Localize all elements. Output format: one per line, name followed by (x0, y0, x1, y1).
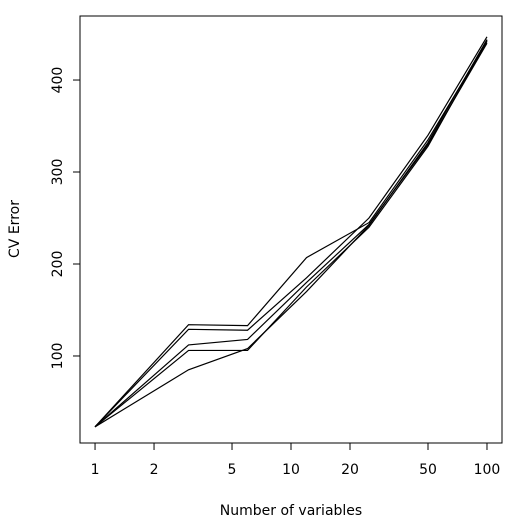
cv-error-line (94, 41, 488, 428)
y-axis-label: CV Error (7, 200, 23, 258)
cv-error-line (94, 42, 488, 428)
y-tick-label: 400 (50, 67, 66, 94)
cv-error-line (94, 39, 488, 428)
x-tick-label: 50 (419, 462, 437, 478)
x-tick-label: 2 (150, 462, 159, 478)
x-tick-label: 10 (282, 462, 300, 478)
x-tick-label: 1 (91, 462, 100, 478)
x-tick-label: 5 (228, 462, 237, 478)
y-tick-label: 200 (50, 251, 66, 278)
x-tick-label: 100 (474, 462, 501, 478)
cv-error-line (94, 36, 488, 428)
cv-error-line (94, 40, 488, 428)
y-tick-label: 100 (50, 343, 66, 370)
x-axis-label: Number of variables (220, 503, 362, 519)
y-tick-label: 300 (50, 159, 66, 186)
x-tick-label: 20 (341, 462, 359, 478)
plot-box (79, 15, 503, 444)
